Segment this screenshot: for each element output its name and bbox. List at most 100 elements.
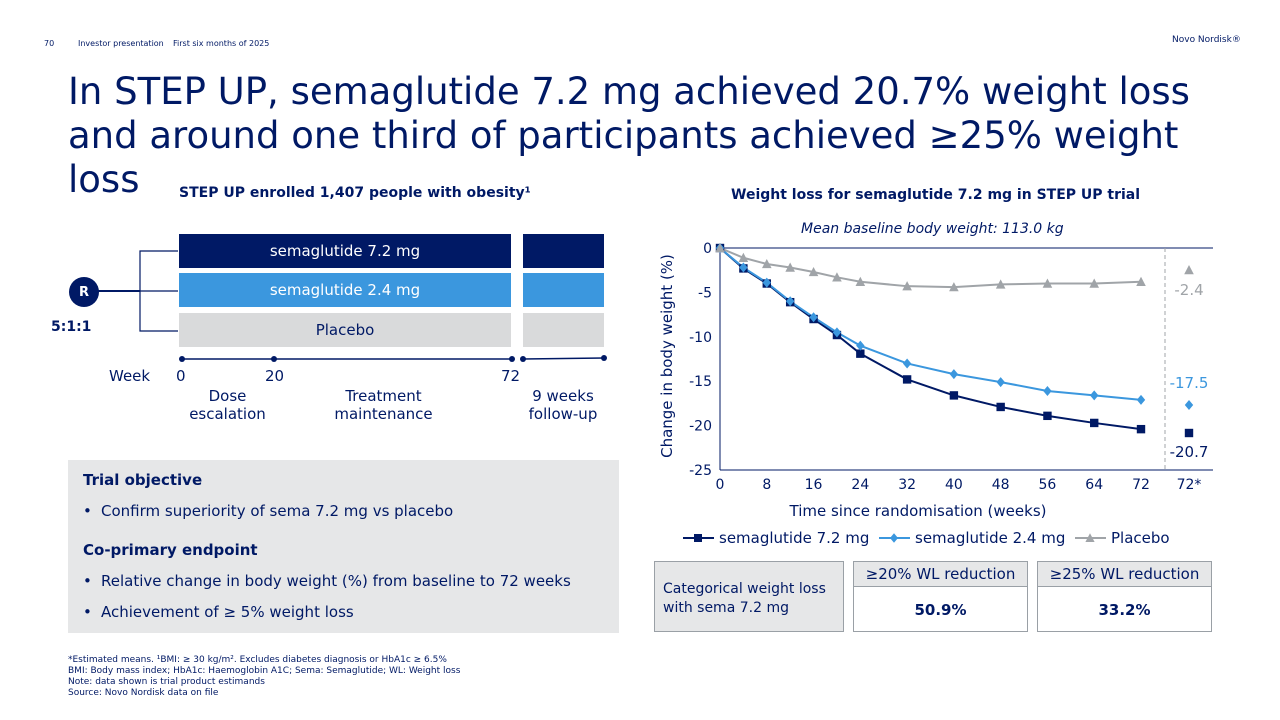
phase-treatment-maintenance: Treatment maintenance <box>334 387 433 423</box>
phase-follow-up: 9 weeks follow-up <box>528 387 598 423</box>
x-tick-label: 72* <box>1177 477 1202 493</box>
data-point <box>902 281 912 291</box>
legend-marker <box>694 534 702 542</box>
endpoint-heading: Co-primary endpoint <box>83 541 258 559</box>
week-20: 20 <box>265 367 285 385</box>
phase-dose-escalation: Dose escalation <box>189 387 266 423</box>
endpoint-item: • Relative change in body weight (%) from… <box>83 572 571 590</box>
footnote: BMI: Body mass index; HbA1c: Haemoglobin… <box>68 666 461 676</box>
estimate-label: -17.5 <box>1170 374 1209 392</box>
week-label: Week <box>109 367 151 385</box>
x-tick-label: 48 <box>992 477 1010 493</box>
page-title: In STEP UP, semaglutide 7.2 mg achieved … <box>68 70 1190 201</box>
data-point <box>761 258 772 269</box>
legend-label: semaglutide 2.4 mg <box>915 529 1065 547</box>
estimate-marker <box>1184 400 1194 410</box>
data-point <box>1090 418 1099 428</box>
legend-marker <box>890 533 898 543</box>
series-line <box>719 247 1142 431</box>
data-point <box>1089 278 1100 288</box>
y-tick-label: -15 <box>689 374 712 390</box>
design-heading: STEP UP enrolled 1,407 people with obesi… <box>179 185 531 201</box>
arm-sema-2-4-followup <box>523 273 604 307</box>
chart-subtitle: Mean baseline body weight: 113.0 kg <box>801 221 1064 237</box>
x-tick-label: 40 <box>945 477 963 493</box>
footnote: Source: Novo Nordisk data on file <box>68 688 219 698</box>
arm-sema-7-2: semaglutide 7.2 mg <box>179 234 511 268</box>
x-tick-label: 32 <box>898 477 916 493</box>
categorical-20-column: ≥20% WL reduction 50.9% <box>853 561 1028 632</box>
data-point <box>995 279 1006 289</box>
data-point <box>808 266 819 277</box>
y-axis-label: Change in body weight (%) <box>658 254 676 458</box>
objective-box: Trial objective • Confirm superiority of … <box>68 460 619 633</box>
legend-label: Placebo <box>1111 529 1170 547</box>
data-point <box>996 402 1005 412</box>
chart-title: Weight loss for semaglutide 7.2 mg in ST… <box>731 187 1141 203</box>
estimate-label: -20.7 <box>1170 443 1209 461</box>
data-point <box>715 243 725 253</box>
y-tick-label: 0 <box>703 241 712 257</box>
period: First six months of 2025 <box>173 39 270 48</box>
estimate-marker <box>1184 265 1194 275</box>
x-tick-label: 8 <box>762 477 771 493</box>
data-point <box>738 252 749 262</box>
data-point <box>902 375 912 384</box>
page-number: 70 <box>44 39 55 48</box>
data-point <box>1043 411 1052 421</box>
y-tick-label: -20 <box>689 419 712 435</box>
categorical-20-value: 50.9% <box>914 601 967 619</box>
x-tick-label: 0 <box>716 477 725 493</box>
categorical-25-header: ≥25% WL reduction <box>1038 562 1211 587</box>
data-point <box>809 312 818 323</box>
legend-label: semaglutide 7.2 mg <box>719 529 869 547</box>
footnote: Note: data shown is trial product estima… <box>68 677 265 687</box>
data-point <box>1090 390 1099 401</box>
arm-placebo: Placebo <box>179 313 511 347</box>
legend-marker <box>1085 533 1095 542</box>
data-point <box>1136 394 1146 405</box>
categorical-label: Categorical weight loss with sema 7.2 mg <box>654 561 844 632</box>
data-point <box>832 272 842 282</box>
x-tick-label: 16 <box>805 477 823 493</box>
doc-type: Investor presentation <box>78 39 164 48</box>
trial-design-diagram <box>94 250 607 362</box>
data-point <box>1043 385 1052 396</box>
randomisation-badge: R <box>69 277 99 307</box>
x-tick-label: 56 <box>1039 477 1057 493</box>
categorical-25-column: ≥25% WL reduction 33.2% <box>1037 561 1212 632</box>
arm-sema-2-4: semaglutide 2.4 mg <box>179 273 511 307</box>
x-axis-label: Time since randomisation (weeks) <box>789 502 1047 520</box>
estimate-marker <box>1184 428 1194 438</box>
categorical-25-value: 33.2% <box>1098 601 1151 619</box>
y-tick-label: -25 <box>689 463 712 479</box>
footnote: *Estimated means. ¹BMI: ≥ 30 kg/m². Excl… <box>68 655 447 665</box>
x-tick-label: 72 <box>1132 477 1150 493</box>
data-point <box>855 276 866 286</box>
data-point <box>1042 278 1053 288</box>
x-tick-label: 64 <box>1085 477 1103 493</box>
data-point <box>949 282 959 292</box>
trial-objective-item: • Confirm superiority of sema 7.2 mg vs p… <box>83 502 454 520</box>
x-tick-label: 24 <box>851 477 869 493</box>
data-point <box>1136 276 1146 286</box>
data-point <box>856 349 865 358</box>
arm-placebo-followup <box>523 313 604 347</box>
weight-loss-chart: 0-5-10-15-20-250 8 16 24 32 40 48 56 64 72 72* -20… <box>658 241 1213 547</box>
week-72: 72 <box>501 367 521 385</box>
data-point <box>785 262 795 272</box>
trial-objective-heading: Trial objective <box>83 471 203 489</box>
arm-sema-7-2-followup <box>523 234 604 268</box>
categorical-20-header: ≥20% WL reduction <box>854 562 1027 587</box>
data-point <box>949 391 959 400</box>
data-point <box>1136 424 1146 434</box>
allocation-ratio: 5:1:1 <box>51 319 92 335</box>
data-point <box>996 377 1005 388</box>
series-line <box>719 247 1142 289</box>
week-0: 0 <box>176 367 186 385</box>
estimate-label: -2.4 <box>1174 281 1203 299</box>
y-tick-label: -10 <box>689 330 712 346</box>
endpoint-item: • Achievement of ≥ 5% weight loss <box>83 603 354 621</box>
series-line <box>719 247 1142 401</box>
data-point <box>949 369 959 380</box>
